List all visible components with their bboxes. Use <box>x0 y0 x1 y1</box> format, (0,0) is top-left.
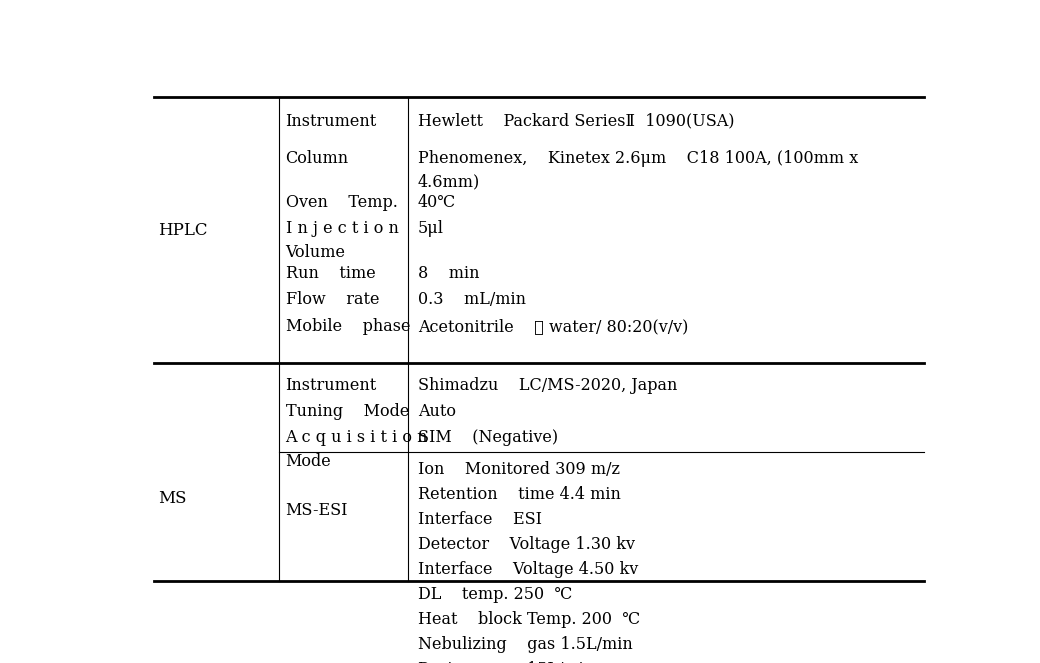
Text: 5μl: 5μl <box>418 221 444 237</box>
Text: Column: Column <box>286 150 348 167</box>
Text: Ion    Monitored 309 m/z
Retention    time 4.4 min
Interface    ESI
Detector    : Ion Monitored 309 m/z Retention time 4.4… <box>418 461 640 663</box>
Text: Mobile    phase: Mobile phase <box>286 318 410 335</box>
Text: Flow    rate: Flow rate <box>286 292 379 308</box>
Text: Hewlett    Packard SeriesⅡ  1090(USA): Hewlett Packard SeriesⅡ 1090(USA) <box>418 113 734 130</box>
Text: 0.3    mL/min: 0.3 mL/min <box>418 292 526 308</box>
Text: Shimadzu    LC/MS-2020, Japan: Shimadzu LC/MS-2020, Japan <box>418 377 677 394</box>
Text: Acetonitrile    ： water/ 80:20(v/v): Acetonitrile ： water/ 80:20(v/v) <box>418 318 688 335</box>
Text: SIM    (Negative): SIM (Negative) <box>418 429 557 446</box>
Text: HPLC: HPLC <box>158 221 208 239</box>
Text: I n j e c t i o n
Volume: I n j e c t i o n Volume <box>286 221 398 261</box>
Text: MS-ESI: MS-ESI <box>286 503 348 519</box>
Text: MS: MS <box>158 490 187 507</box>
Text: Instrument: Instrument <box>286 377 376 394</box>
Text: Run    time: Run time <box>286 265 375 282</box>
Text: 40℃: 40℃ <box>418 194 456 211</box>
Text: Auto: Auto <box>418 403 456 420</box>
Text: Phenomenex,    Kinetex 2.6μm    C18 100A, (100mm x
4.6mm): Phenomenex, Kinetex 2.6μm C18 100A, (100… <box>418 150 858 190</box>
Text: A c q u i s i t i o n
Mode: A c q u i s i t i o n Mode <box>286 429 428 470</box>
Text: 8    min: 8 min <box>418 265 479 282</box>
Text: Instrument: Instrument <box>286 113 376 130</box>
Text: Oven    Temp.: Oven Temp. <box>286 194 397 211</box>
Text: Tuning    Mode: Tuning Mode <box>286 403 409 420</box>
